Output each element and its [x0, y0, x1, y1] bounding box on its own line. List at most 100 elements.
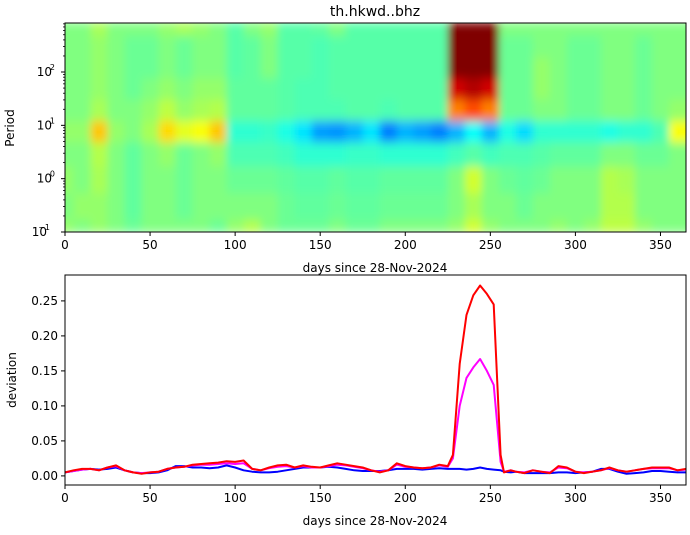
x-tick-label: 200	[394, 491, 417, 505]
heatmap-cell	[413, 217, 432, 232]
heatmap-cell	[175, 217, 194, 232]
heatmap-cell	[617, 217, 636, 232]
heatmap-cell	[532, 191, 551, 220]
heatmap-cell	[277, 33, 296, 58]
heatmap-cell	[175, 23, 194, 36]
heatmap-cell	[413, 55, 432, 79]
heatmap-cell	[209, 119, 228, 143]
heatmap-cell	[260, 140, 279, 167]
heatmap-cell	[65, 76, 75, 100]
heatmap-cell	[124, 191, 143, 220]
heatmap-cell	[226, 191, 245, 220]
heatmap-cell	[141, 97, 160, 122]
heatmap-cell	[158, 33, 177, 58]
heatmap-cell	[65, 23, 75, 36]
heatmap-cell	[226, 119, 245, 143]
x-tick-label: 150	[309, 238, 332, 252]
y-tick-label: 0.25	[31, 294, 58, 308]
heatmap-cell	[175, 119, 194, 143]
heatmap-cell	[362, 55, 381, 79]
heatmap-cell	[260, 23, 279, 36]
heatmap-cell	[345, 140, 364, 167]
heatmap-cell	[566, 191, 585, 220]
heatmap-cell	[583, 191, 602, 220]
heatmap-cell	[532, 33, 551, 58]
heatmap-cell	[430, 140, 449, 167]
heatmap-cell	[260, 33, 279, 58]
heatmap-cell	[65, 33, 75, 58]
heatmap-cell	[481, 23, 500, 36]
heatmap-cell	[362, 76, 381, 100]
heatmap-cell	[311, 164, 330, 194]
heatmap-cell	[481, 76, 500, 100]
heatmap-cell	[566, 23, 585, 36]
heatmap-cell	[413, 119, 432, 143]
y-tick-label: 0.00	[31, 469, 58, 483]
heatmap-cells	[65, 23, 686, 232]
heatmap-cell	[600, 33, 619, 58]
heatmap-cell	[583, 140, 602, 167]
heatmap-cell	[107, 76, 126, 100]
heatmap-cell	[566, 76, 585, 100]
heatmap-cell	[617, 33, 636, 58]
heatmap-cell	[175, 97, 194, 122]
heatmap-cell	[277, 119, 296, 143]
heatmap-cell	[345, 55, 364, 79]
heatmap-cell	[600, 55, 619, 79]
heatmap-cell	[651, 55, 670, 79]
heatmap-cell	[549, 140, 568, 167]
heatmap-cell	[175, 140, 194, 167]
heatmap-cell	[73, 97, 92, 122]
heatmap-cell	[498, 191, 517, 220]
heatmap-cell	[226, 140, 245, 167]
heatmap-cell	[464, 217, 483, 232]
heatmap-cell	[328, 217, 347, 232]
heatmap-cell	[447, 119, 466, 143]
heatmap-cell	[90, 55, 109, 79]
heatmap-cell	[209, 23, 228, 36]
heatmap-cell	[583, 55, 602, 79]
heatmap-cell	[73, 23, 92, 36]
heatmap-cell	[277, 76, 296, 100]
heatmap-cell	[498, 55, 517, 79]
heatmap-cell	[90, 23, 109, 36]
heatmap-cell	[396, 217, 415, 232]
heatmap-cell	[600, 76, 619, 100]
heatmap-cell	[362, 191, 381, 220]
heatmap-cell	[379, 55, 398, 79]
heatmap-cell	[481, 97, 500, 122]
heatmap-cell	[396, 76, 415, 100]
heatmap-cell	[498, 164, 517, 194]
heatmap-cell	[73, 119, 92, 143]
heatmap-cell	[481, 191, 500, 220]
heatmap-cell	[634, 55, 653, 79]
heatmap-cell	[73, 164, 92, 194]
heatmap-cell	[124, 33, 143, 58]
heatmap-cell	[294, 33, 313, 58]
heatmap-cell	[107, 217, 126, 232]
heatmap-cell	[515, 23, 534, 36]
heatmap-cell	[175, 164, 194, 194]
heatmap-cell	[447, 164, 466, 194]
heatmap-cell	[65, 191, 75, 220]
heatmap-cell	[175, 76, 194, 100]
heatmap-cell	[379, 164, 398, 194]
heatmap-cell	[617, 191, 636, 220]
heatmap-cell	[124, 119, 143, 143]
heatmap-cell	[141, 23, 160, 36]
heatmap-cell	[430, 33, 449, 58]
heatmap-cell	[430, 23, 449, 36]
heatmap-cell	[311, 33, 330, 58]
heatmap-cell	[413, 164, 432, 194]
heatmap-cell	[634, 164, 653, 194]
heatmap-cell	[158, 23, 177, 36]
heatmap-cell	[90, 33, 109, 58]
heatmap-cell	[379, 119, 398, 143]
heatmap-cell	[124, 164, 143, 194]
heatmap-cell	[583, 217, 602, 232]
heatmap-cell	[430, 191, 449, 220]
heatmap-cell	[651, 119, 670, 143]
heatmap-cell	[668, 55, 686, 79]
heatmap-cell	[498, 140, 517, 167]
heatmap-cell	[464, 97, 483, 122]
